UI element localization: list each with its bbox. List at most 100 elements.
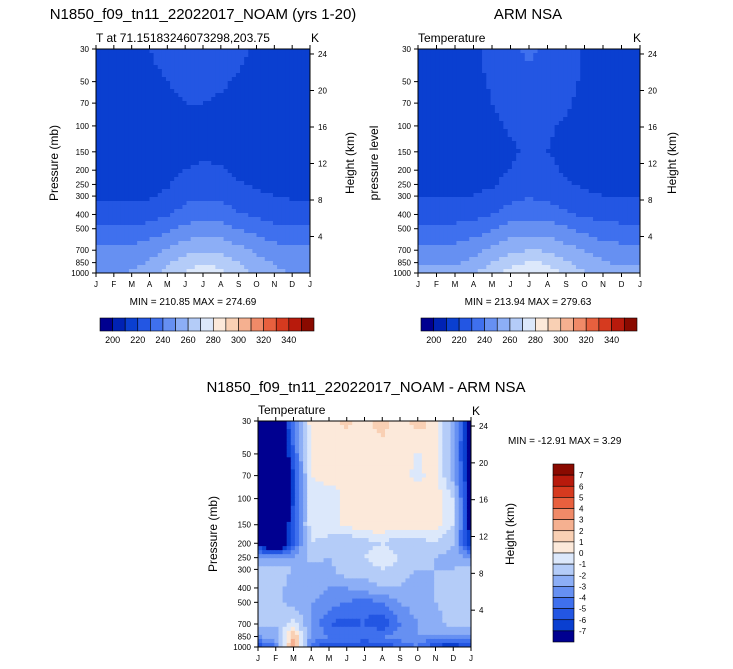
heatmap-cell [215,101,221,106]
heatmap-cell [108,269,114,273]
heatmap-cell [443,57,449,62]
heatmap-cell [439,149,445,154]
heatmap-cell [153,101,159,106]
heatmap-cell [203,165,208,170]
y2-tick-label: 4 [318,232,323,241]
heatmap-cell [182,209,188,214]
heatmap-cell [301,97,307,102]
heatmap-cell [293,189,299,194]
heatmap-cell [108,173,114,178]
heatmap-cell [486,133,492,138]
heatmap-cell [260,213,266,218]
heatmap-cell [116,53,122,58]
heatmap-cell [301,213,307,218]
heatmap-cell [482,85,487,90]
heatmap-cell [108,121,114,126]
heatmap-cell [593,85,598,90]
heatmap-cell [554,145,560,150]
heatmap-cell [198,257,204,262]
heatmap-cell [104,185,109,190]
heatmap-cell [494,101,500,106]
heatmap-cell [223,257,229,262]
heatmap-cell [145,169,151,174]
heatmap-cell [190,81,196,86]
heatmap-cell [207,125,212,130]
heatmap-cell [482,181,487,186]
heatmap-cell [240,237,245,242]
heatmap-cell [486,109,492,114]
heatmap-cell [533,145,539,150]
heatmap-cell [456,73,462,78]
heatmap-cell [124,245,130,250]
heatmap-cell [260,181,266,186]
heatmap-cell [452,181,458,186]
heatmap-cell [104,101,109,106]
heatmap-cell [244,133,249,138]
heatmap-cell [571,189,577,194]
heatmap-cell [215,269,221,273]
heatmap-cell [529,133,534,138]
heatmap-cell [281,61,286,66]
heatmap-cell [264,169,270,174]
heatmap-cell [588,61,594,66]
heatmap-cell [116,237,122,242]
heatmap-cell [277,201,282,206]
heatmap-cell [124,105,130,110]
heatmap-cell [104,173,109,178]
heatmap-cell [567,173,573,178]
heatmap-cell [305,209,310,214]
heatmap-cell [305,265,310,270]
heatmap-cell [627,173,633,178]
heatmap-cell [494,181,500,186]
heatmap-cell [145,57,151,62]
heatmap-cell [178,249,184,254]
heatmap-cell [128,89,134,94]
heatmap-cell [248,53,253,58]
heatmap-cell [161,173,167,178]
heatmap-cell [137,121,142,126]
heatmap-cell [439,157,445,162]
heatmap-cell [567,165,573,170]
heatmap-cell [541,181,547,186]
heatmap-cell [207,57,212,62]
heatmap-cell [104,149,109,154]
heatmap-cell [499,141,504,146]
heatmap-cell [281,173,286,178]
heatmap-cell [227,149,233,154]
heatmap-cell [100,185,105,190]
heatmap-cell [235,69,241,74]
heatmap-cell [541,137,547,142]
heatmap-cell [618,153,624,158]
heatmap-cell [627,137,633,142]
heatmap-cell [198,269,204,273]
heatmap-cell [537,129,543,134]
heatmap-cell [248,65,253,70]
heatmap-cell [563,141,569,146]
heatmap-cell [260,185,266,190]
heatmap-cell [482,165,487,170]
heatmap-cell [281,189,286,194]
heatmap-cell [124,149,130,154]
heatmap-cell [494,157,500,162]
heatmap-cell [490,157,496,162]
heatmap-cell [297,241,303,246]
heatmap-cell [430,57,436,62]
heatmap-cell [272,69,278,74]
heatmap-cell [100,57,105,62]
heatmap-cell [297,209,303,214]
heatmap-cell [550,105,556,110]
heatmap-cell [584,77,590,82]
heatmap-cell [447,113,453,118]
heatmap-cell [289,237,295,242]
heatmap-cell [490,125,496,130]
heatmap-cell [104,177,109,182]
heatmap-cell [260,157,266,162]
heatmap-cell [511,81,517,86]
heatmap-cell [533,61,539,66]
heatmap-cell [190,97,196,102]
heatmap-cell [252,185,258,190]
heatmap-cell [96,225,101,230]
heatmap-cell [133,225,138,230]
heatmap-cell [149,209,155,214]
heatmap-cell [631,69,637,74]
